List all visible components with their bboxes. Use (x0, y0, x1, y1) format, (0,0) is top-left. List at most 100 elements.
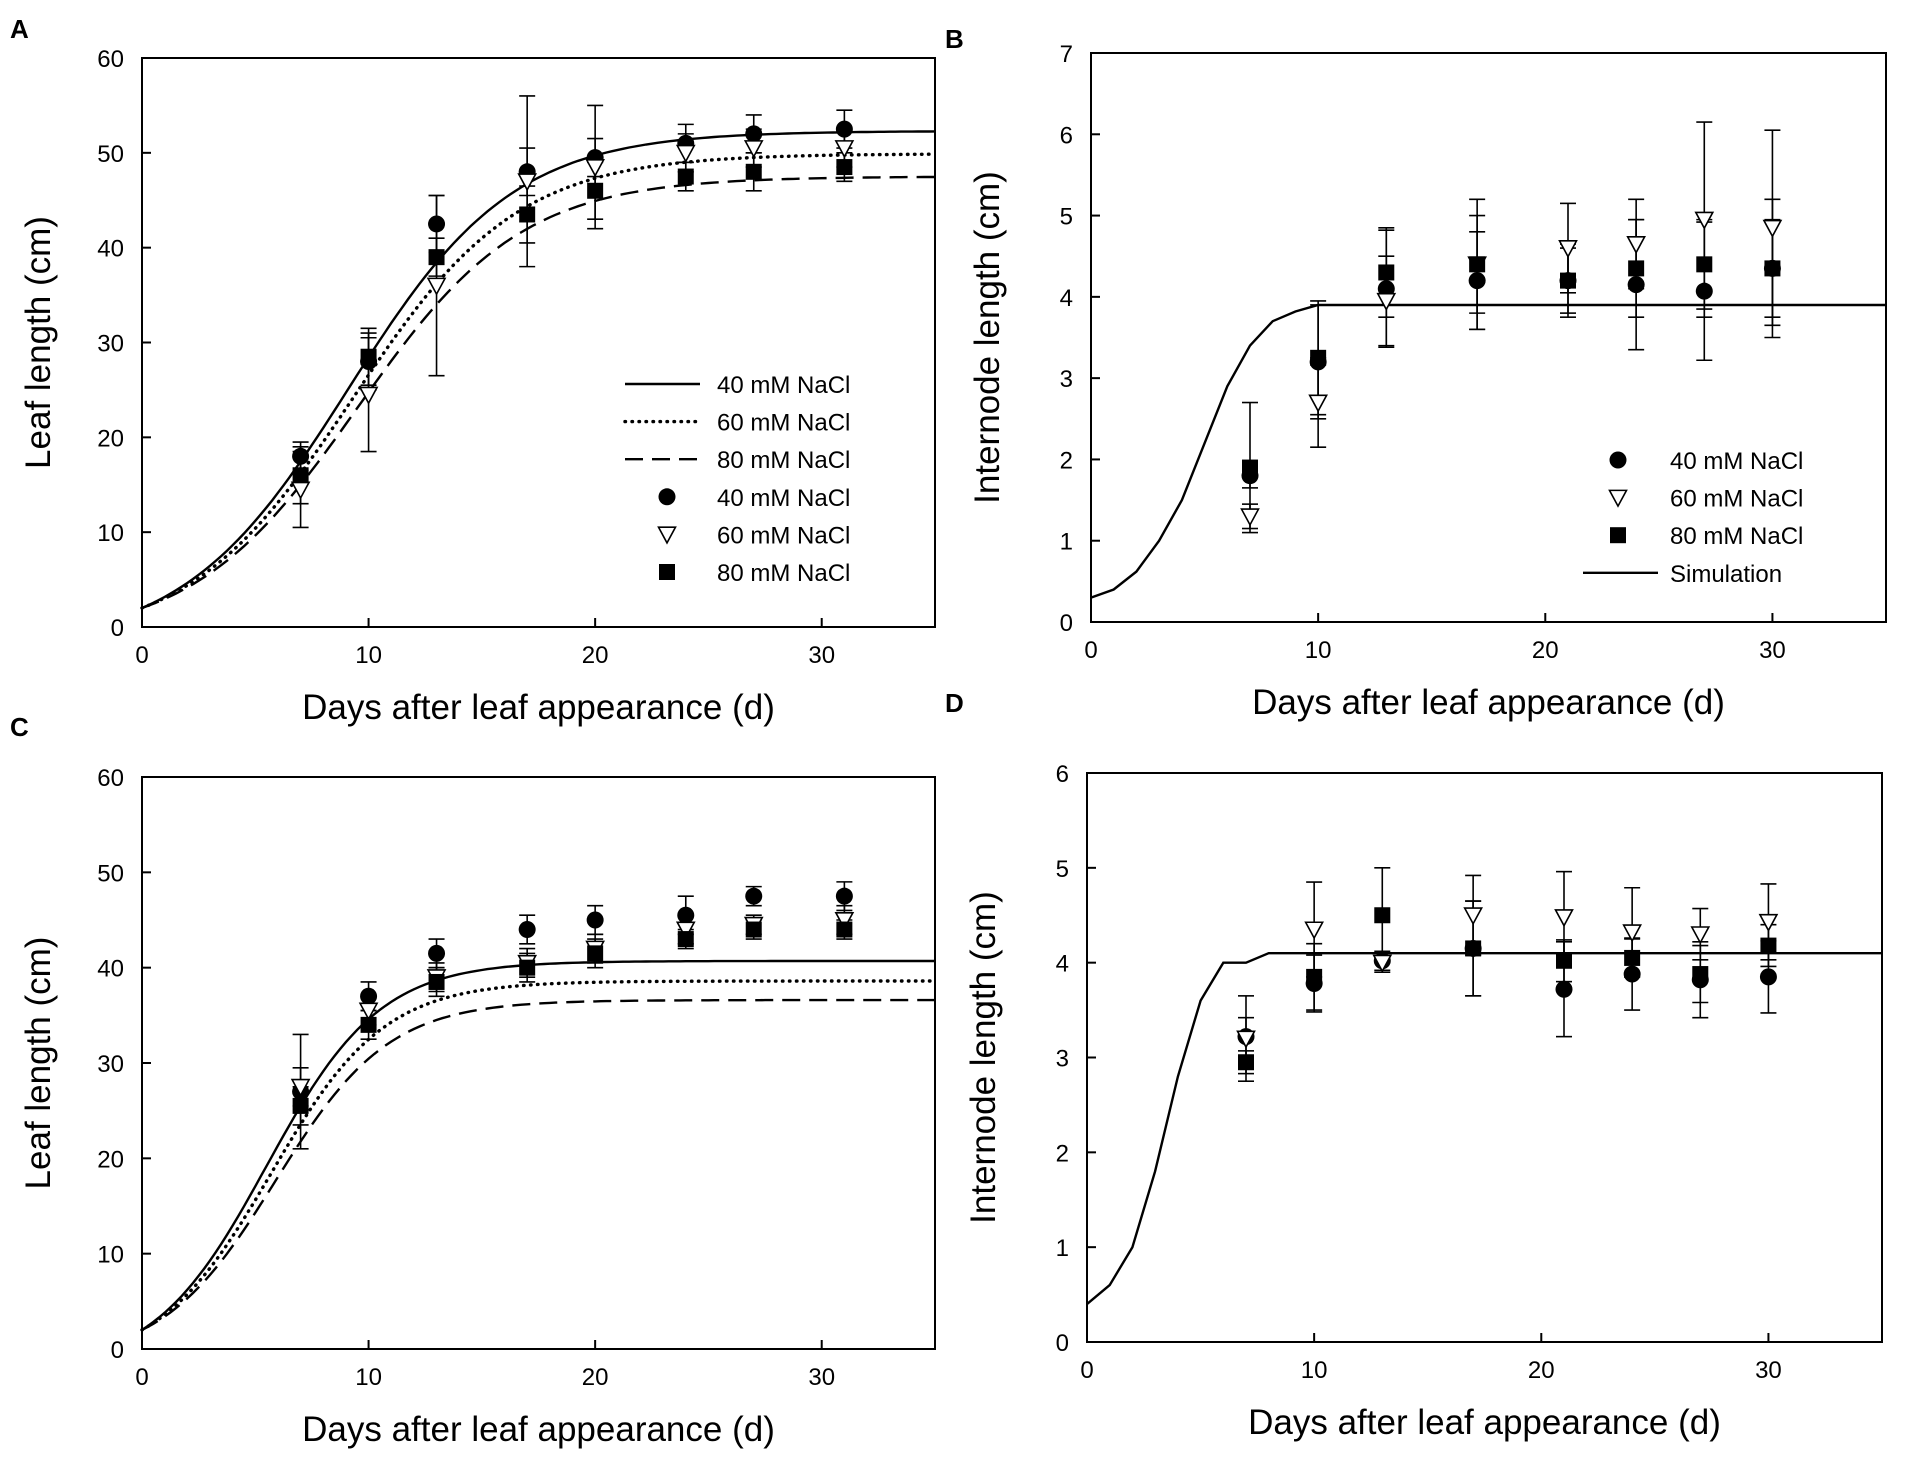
y-tick-label: 4 (1060, 285, 1073, 312)
panel-letter: D (945, 688, 964, 718)
x-tick-label: 20 (582, 642, 609, 669)
legend-marker-swatch (657, 526, 677, 545)
data-point (586, 911, 604, 929)
legend-label: 40 mM NaCl (1670, 448, 1803, 475)
x-axis-title: Days after leaf appearance (d) (302, 688, 775, 727)
data-point (1554, 909, 1574, 928)
y-tick-label: 4 (1056, 951, 1069, 978)
data-point (834, 911, 855, 931)
y-tick-label: 0 (1060, 610, 1073, 637)
x-tick-label: 0 (135, 642, 148, 669)
data-point (585, 159, 605, 178)
y-tick-label: 30 (97, 1051, 124, 1078)
model-line (141, 175, 935, 610)
data-point (677, 906, 695, 924)
x-tick-label: 0 (135, 1364, 148, 1391)
legend-label: 60 mM NaCl (1670, 486, 1803, 513)
panel-d: D 0 10 20 30 0 1 2 3 4 5 6 Days after leaf appearanc… (945, 688, 1883, 1442)
data-point (587, 182, 604, 199)
legend: 40 mM NaCl 60 mM NaCl 80 mM NaCl Simulation (1583, 448, 1803, 588)
data-point (1468, 272, 1486, 290)
data-point (587, 945, 604, 962)
plot-frame (1086, 772, 1883, 1343)
y-axis-title: Leaf length (cm) (19, 937, 58, 1190)
data-point (1242, 459, 1258, 476)
y-tick-label: 60 (97, 46, 124, 73)
data-point (836, 159, 853, 176)
data-point (519, 206, 536, 223)
data-point (1310, 349, 1327, 366)
x-tick-label: 10 (355, 1364, 382, 1391)
legend: 40 mM NaCl 60 mM NaCl 80 mM NaCl 40 mM NaCl… (623, 372, 850, 587)
data-point (677, 168, 694, 185)
data-point (1759, 968, 1777, 986)
data-point (835, 120, 853, 138)
model-line (1090, 303, 1886, 599)
data-point (1465, 940, 1482, 957)
x-tick-label: 30 (808, 1364, 835, 1391)
plot-frame (1090, 52, 1887, 623)
y-tick-label: 3 (1056, 1046, 1069, 1073)
y-tick-label: 20 (97, 425, 124, 452)
data-point (1628, 260, 1645, 277)
legend-label: 80 mM NaCl (717, 447, 850, 474)
x-tick-label: 30 (1755, 1357, 1782, 1384)
panel-c: C 0 10 20 30 0 10 20 30 40 50 60 Days after leaf app… (10, 712, 937, 1449)
data-point (677, 931, 694, 948)
x-tick-label: 20 (1532, 637, 1559, 664)
y-tick-label: 40 (97, 956, 124, 983)
x-tick-label: 30 (1759, 637, 1786, 664)
data-point (426, 277, 447, 296)
data-point (1376, 292, 1397, 312)
legend-label: 60 mM NaCl (717, 522, 850, 549)
y-axis-title: Internode length (cm) (968, 171, 1007, 504)
y-tick-label: 10 (97, 1242, 124, 1269)
model-line (140, 152, 937, 610)
x-tick-label: 0 (1080, 1357, 1093, 1384)
data-point (1695, 282, 1713, 300)
legend-label: 60 mM NaCl (717, 410, 850, 437)
data-point (1374, 907, 1391, 924)
data-point (1627, 276, 1645, 294)
data-point (1623, 965, 1641, 983)
y-tick-label: 30 (97, 331, 124, 358)
data-point (1372, 954, 1393, 973)
y-tick-label: 0 (111, 1337, 124, 1364)
data-point (1236, 1030, 1256, 1049)
data-point (745, 163, 762, 180)
data-point (428, 249, 445, 266)
y-tick-label: 7 (1060, 41, 1073, 68)
data-point (834, 140, 855, 159)
model-line (141, 998, 935, 1331)
x-tick-label: 20 (1528, 1357, 1555, 1384)
y-tick-label: 40 (97, 236, 124, 263)
legend-label: 80 mM NaCl (1670, 523, 1803, 550)
data-point (428, 973, 445, 990)
panel-a: A 0 10 20 30 0 10 20 30 40 50 60 Days after leaf app… (10, 14, 937, 727)
data-point (745, 125, 763, 143)
y-tick-label: 5 (1056, 856, 1069, 883)
y-axis-title: Internode length (cm) (964, 891, 1003, 1224)
plot-frame (141, 776, 936, 1350)
y-axis-title: Leaf length (cm) (19, 216, 58, 469)
panel-letter: B (945, 24, 964, 54)
y-tick-label: 20 (97, 1146, 124, 1173)
data-point (1304, 921, 1324, 940)
data-point (1378, 264, 1395, 281)
y-tick-label: 50 (97, 141, 124, 168)
data-point (1308, 394, 1328, 413)
x-tick-label: 10 (355, 642, 382, 669)
panel-letter: C (10, 712, 29, 742)
data-point (1555, 980, 1573, 998)
data-point (290, 1078, 311, 1098)
data-point (1626, 235, 1646, 255)
data-point (292, 1097, 309, 1114)
y-tick-label: 5 (1060, 204, 1073, 231)
legend-label: 40 mM NaCl (717, 372, 850, 399)
y-tick-label: 1 (1060, 529, 1073, 556)
data-point (292, 467, 309, 484)
legend-label: 40 mM NaCl (717, 485, 850, 512)
legend-marker-swatch (658, 488, 676, 506)
data-point (1692, 966, 1709, 983)
